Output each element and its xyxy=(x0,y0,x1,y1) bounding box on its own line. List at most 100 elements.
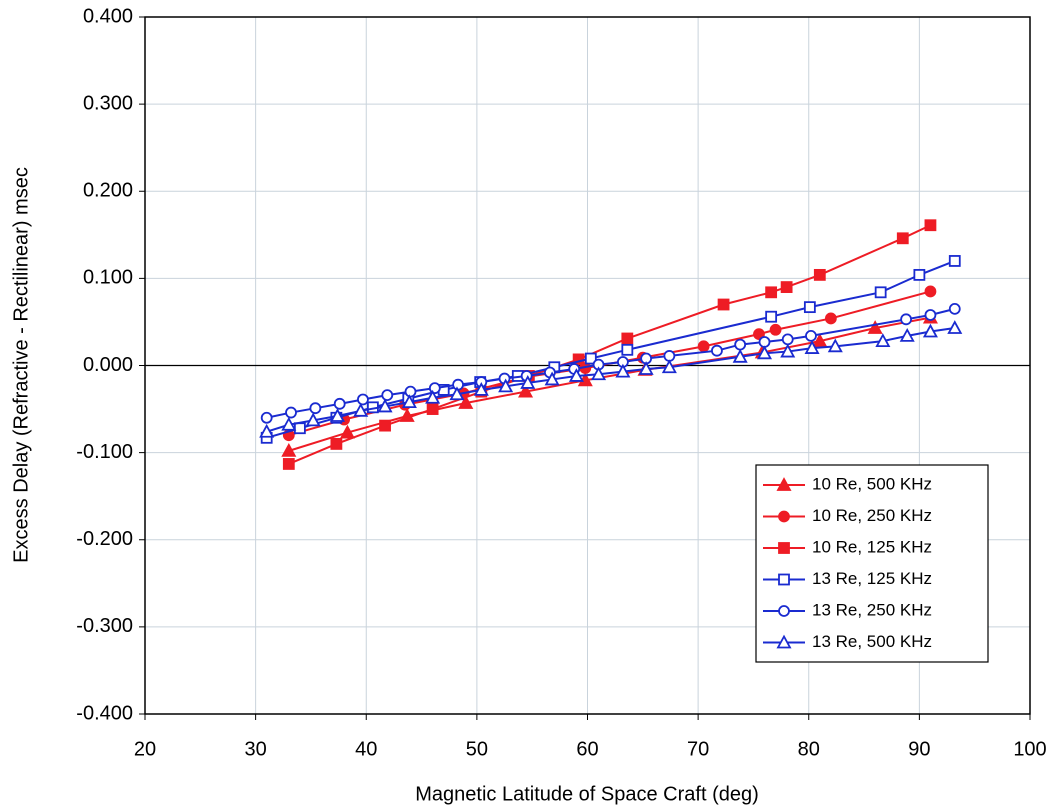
marker xyxy=(498,378,514,393)
marker xyxy=(591,366,607,381)
marker xyxy=(281,443,297,457)
x-axis-title: Magnetic Latitude of Space Craft (deg) xyxy=(415,783,759,805)
marker xyxy=(922,323,938,338)
marker xyxy=(473,382,489,396)
marker xyxy=(544,371,560,386)
marker xyxy=(309,402,322,415)
y-tick-label: -0.100 xyxy=(76,441,133,463)
marker xyxy=(805,329,817,342)
marker xyxy=(621,343,634,356)
marker xyxy=(875,333,891,348)
y-tick-label: -0.300 xyxy=(76,615,133,637)
legend-label: 13 Re, 250 KHz xyxy=(812,600,932,619)
marker xyxy=(293,422,306,435)
marker xyxy=(734,338,747,351)
marker xyxy=(661,359,677,374)
marker xyxy=(812,333,828,348)
x-tick-label: 60 xyxy=(576,738,598,760)
marker xyxy=(899,327,915,342)
marker xyxy=(947,320,963,334)
marker xyxy=(924,285,937,298)
marker xyxy=(756,345,773,360)
y-tick-label: 0.000 xyxy=(83,354,133,376)
marker xyxy=(260,411,273,424)
series-line xyxy=(266,327,955,433)
legend-box xyxy=(755,464,989,663)
marker xyxy=(357,393,369,406)
legend-label: 10 Re, 125 KHz xyxy=(812,537,932,556)
marker xyxy=(339,424,355,439)
marker xyxy=(638,361,654,375)
legend-label: 10 Re, 250 KHz xyxy=(812,506,932,525)
x-tick-label: 40 xyxy=(355,738,377,760)
y-tick-label: -0.400 xyxy=(76,702,133,724)
marker xyxy=(330,438,343,450)
legend-label: 13 Re, 125 KHz xyxy=(812,569,932,588)
marker xyxy=(803,301,816,314)
x-tick-label: 20 xyxy=(134,738,156,760)
marker xyxy=(259,423,275,438)
marker xyxy=(449,386,465,401)
marker xyxy=(425,389,441,404)
marker xyxy=(305,412,321,427)
marker xyxy=(353,402,369,417)
marker xyxy=(615,363,631,378)
marker xyxy=(584,352,597,365)
marker xyxy=(381,389,394,402)
marker xyxy=(452,378,464,391)
y-tick-label: 0.200 xyxy=(83,180,133,202)
marker xyxy=(377,398,393,413)
marker xyxy=(776,477,792,491)
marker xyxy=(520,375,536,389)
marker xyxy=(426,403,439,415)
legend-label: 13 Re, 500 KHz xyxy=(812,632,932,651)
marker xyxy=(778,573,790,586)
marker xyxy=(697,340,710,353)
x-tick-label: 30 xyxy=(245,738,267,760)
marker xyxy=(780,281,793,293)
marker xyxy=(458,395,474,409)
marker xyxy=(518,383,534,398)
marker xyxy=(621,332,634,345)
marker xyxy=(778,510,790,523)
marker xyxy=(753,328,765,341)
marker xyxy=(948,302,961,315)
marker xyxy=(780,343,796,358)
legend: 10 Re, 500 KHz 10 Re, 250 KHz 10 Re, 125 K… xyxy=(755,464,989,663)
marker xyxy=(333,397,346,410)
marker xyxy=(717,298,730,311)
y-tick-label: -0.200 xyxy=(76,528,133,550)
marker xyxy=(404,385,417,398)
marker xyxy=(329,408,346,422)
marker xyxy=(813,268,826,281)
x-tick-label: 50 xyxy=(466,738,488,760)
marker xyxy=(401,394,417,408)
marker xyxy=(285,406,297,419)
marker xyxy=(913,268,926,281)
marker xyxy=(896,232,909,245)
marker xyxy=(924,309,937,321)
marker xyxy=(874,286,887,299)
marker xyxy=(428,382,441,395)
marker xyxy=(281,416,297,431)
marker xyxy=(711,344,723,357)
y-tick-label: 0.100 xyxy=(83,267,133,289)
y-axis-title: Excess Delay (Refractive - Rectilinear) … xyxy=(10,167,32,563)
y-tick-label: 0.300 xyxy=(83,92,133,114)
y-tick-label: 0.400 xyxy=(83,5,133,27)
marker xyxy=(781,333,794,346)
marker xyxy=(804,340,820,354)
x-tick-label: 70 xyxy=(687,738,709,760)
legend-label: 10 Re, 500 KHz xyxy=(812,474,932,493)
marker xyxy=(824,312,837,325)
x-tick-label: 80 xyxy=(798,738,820,760)
marker xyxy=(948,255,961,267)
x-tick-label: 100 xyxy=(1013,738,1046,760)
marker xyxy=(778,605,790,617)
marker xyxy=(379,419,391,432)
x-tick-label: 90 xyxy=(908,738,930,760)
marker xyxy=(778,542,790,554)
marker xyxy=(282,458,295,470)
marker xyxy=(924,219,937,232)
